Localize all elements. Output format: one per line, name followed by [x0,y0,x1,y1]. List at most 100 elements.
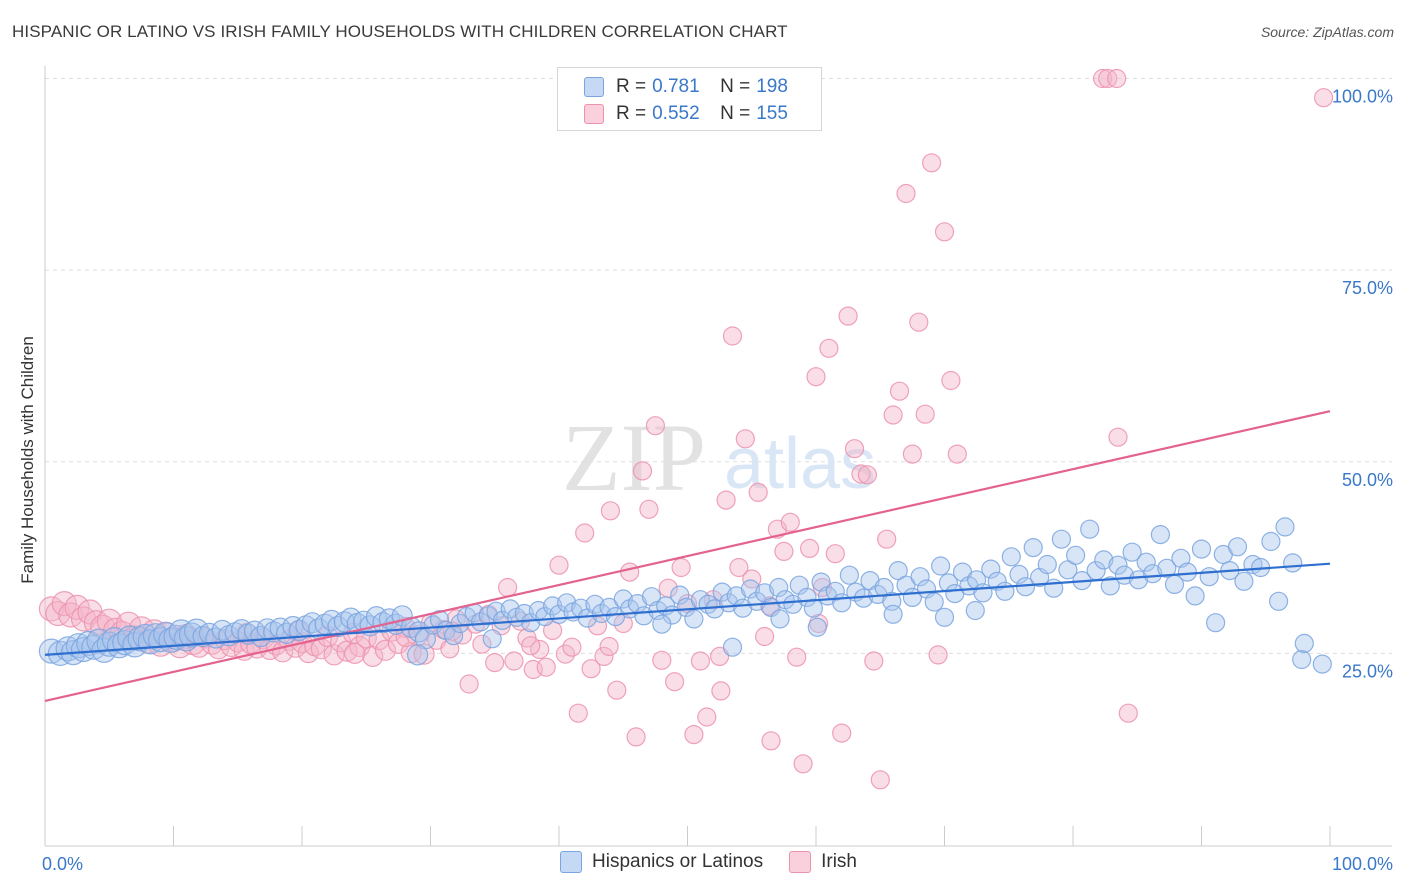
hispanic-point [1261,531,1281,552]
hispanic-point [934,607,955,627]
source-label: Source: ZipAtlas.com [1260,24,1394,40]
axes [44,66,1392,847]
legend-item-hispanic[interactable]: Hispanics or Latinos [560,851,763,873]
hispanic-point [429,609,450,630]
irish-point [697,707,717,727]
irish-point [928,645,948,665]
irish-point [819,338,839,358]
hispanic-point [1108,555,1128,575]
irish-point [684,724,704,745]
hispanic-point [1205,613,1226,633]
hispanic-point [670,585,690,605]
irish-point [587,616,608,636]
hispanic-point [1065,545,1086,565]
irish-point [857,465,878,485]
irish-point [754,626,775,647]
hispanic-point [883,604,903,624]
y-axis-label: Family Households with Children [18,336,37,584]
irish-point [934,222,955,242]
irish-point [472,634,492,654]
legend-swatch-pink [789,851,812,873]
irish-point [799,538,820,559]
legend-swatch-pink [584,104,604,124]
legend-r-label: R = [616,76,647,97]
legend-n-value: 155 [756,103,788,124]
legend-swatch-blue [560,851,582,873]
irish-point [722,326,743,346]
hispanic-points [38,517,1332,674]
irish-point [64,594,90,621]
irish-point [568,703,588,723]
hispanic-point [1199,567,1219,587]
irish-point [594,646,614,667]
hispanic-point [807,617,827,637]
irish-point [896,183,916,204]
irish-point [947,444,967,464]
hispanic-point [1001,547,1021,567]
hispanic-point [1023,537,1043,558]
irish-point [607,680,627,700]
hispanic-point [1128,570,1149,590]
hispanic-point [1191,539,1212,559]
legend-swatch-blue [584,77,604,97]
hispanic-point [492,610,513,631]
hispanic-point [1080,519,1100,539]
watermark-zip: ZIP [562,404,706,511]
irish-point [581,659,601,679]
irish-point [889,381,910,401]
legend-item-irish[interactable]: Irish [789,851,857,873]
irish-point [711,681,731,701]
hispanic-point [1094,550,1114,570]
hispanic-point [407,644,429,666]
irish-point [902,444,923,464]
legend-r-value: 0.781 [652,76,700,97]
hispanic-point [1227,537,1248,557]
hispanic-point [613,589,633,609]
y-tick-label: 25.0% [1342,661,1393,681]
irish-point [780,512,800,532]
irish-point [716,490,736,510]
chart-title: HISPANIC OR LATINO VS IRISH FAMILY HOUSE… [12,22,788,41]
irish-point [748,482,768,502]
hispanic-point [1185,586,1205,606]
hispanic-point [740,579,761,599]
y-tick-label: 75.0% [1342,278,1393,298]
legend-n-label: N = [720,103,751,124]
hispanic-point [1143,564,1163,584]
grid-lines [45,78,1392,654]
hispanic-point [684,609,704,629]
irish-point [774,541,794,562]
legend-label-hispanic: Hispanics or Latinos [592,851,764,872]
hispanic-point [1292,649,1312,670]
hispanic-point [839,565,860,585]
series-legend: Hispanics or Latinos Irish [560,851,883,873]
irish-point [915,404,935,424]
hispanic-point [423,615,443,635]
hispanic-point [825,581,845,601]
irish-point [761,731,781,751]
legend-r-value: 0.552 [652,103,700,124]
y-tick-label: 100.0% [1332,87,1393,107]
hispanic-point [1275,517,1295,537]
hispanic-point [1009,564,1029,585]
trend-lines [44,410,1331,702]
hispanic-point [1294,633,1314,654]
legend-n-value: 198 [756,76,788,97]
hispanic-point [770,609,790,629]
legend-row-hispanic: R = 0.781 N = 198 [584,75,788,99]
irish-point [620,562,640,582]
hispanic-point [1312,654,1332,674]
hispanic-point [803,598,824,618]
irish-point [599,636,619,657]
hispanic-point [910,567,930,587]
irish-point [664,672,685,692]
correlation-legend: R = 0.781 N = 198 R = 0.552 N = 155 [557,67,822,131]
hispanic-point [1100,576,1120,596]
tick-labels: 25.0% 50.0% 75.0% 100.0% 0.0% 100.0% [42,87,1393,875]
irish-point [832,723,852,743]
irish-point [498,577,518,598]
irish-point [362,645,384,668]
hispanic-point [482,629,502,649]
hispanic-trend-line [44,562,1331,657]
